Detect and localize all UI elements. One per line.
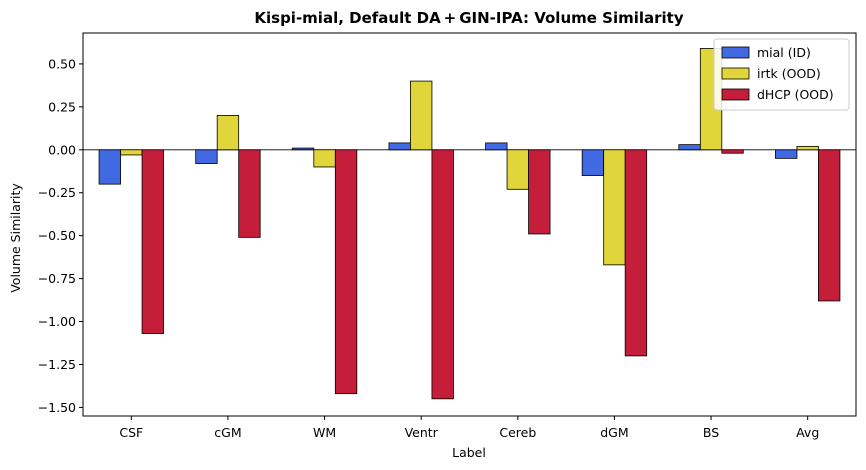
bar-wm-series-2	[313, 149, 336, 168]
bar-dgm-series-3	[624, 149, 648, 357]
x-tick-label: CSF	[119, 425, 143, 440]
y-tick-label: −0.25	[38, 185, 76, 200]
legend: mial (ID) irtk (OOD) dHCP (OOD)	[713, 38, 850, 111]
x-tick-label: Cereb	[499, 425, 536, 440]
bar-ventr-series-3	[431, 149, 454, 400]
y-tick-label: −0.50	[38, 228, 76, 243]
y-tick-label: −0.75	[38, 271, 76, 286]
bar-avg-series-2	[796, 145, 819, 151]
bar-cgm-series-2	[216, 115, 240, 151]
plot-frame	[82, 32, 857, 417]
y-tick-label: 0.50	[48, 56, 76, 71]
bar-csf-series-3	[141, 149, 164, 334]
y-tick-label: −1.50	[38, 400, 76, 415]
legend-swatch-1	[721, 46, 750, 59]
bar-avg-series-3	[818, 149, 841, 302]
x-tick-label: WM	[313, 425, 336, 440]
legend-label-2: irtk (OOD)	[757, 66, 821, 81]
x-axis: CSF cGM WM Ventr Cereb dGM BS Avg	[119, 416, 819, 440]
y-tick-label: 0.25	[48, 99, 76, 114]
legend-swatch-2	[721, 67, 750, 80]
y-tick-label: 0.00	[48, 142, 76, 157]
bar-avg-series-1	[775, 149, 798, 159]
bar-csf-series-1	[98, 149, 121, 185]
bar-wm-series-1	[291, 147, 315, 151]
legend-swatch-3	[721, 88, 750, 101]
x-axis-label: Label	[452, 445, 486, 460]
y-axis: 0.50 0.25 0.00 −0.25 −0.50 −0.75 −1.00 −1.25 −1.…	[38, 56, 83, 415]
y-tick-label: −1.25	[38, 357, 76, 372]
legend-label-1: mial (ID)	[757, 45, 811, 60]
chart-title: Kispi-mial, Default DA + GIN-IPA: Volume…	[254, 9, 683, 27]
x-tick-label: Avg	[796, 425, 819, 440]
plot-area	[82, 32, 857, 417]
bar-dgm-series-2	[603, 149, 626, 266]
bar-csf-series-2	[120, 149, 143, 156]
y-tick-label: −1.00	[38, 314, 76, 329]
x-tick-label: cGM	[214, 425, 241, 440]
legend-label-3: dHCP (OOD)	[757, 87, 834, 102]
bar-cgm-series-1	[195, 149, 218, 164]
bar-ventr-series-1	[388, 142, 411, 151]
bar-wm-series-3	[334, 149, 358, 395]
bar-cereb-series-2	[506, 149, 529, 190]
x-tick-label: Ventr	[405, 425, 439, 440]
bar-cereb-series-3	[528, 149, 551, 235]
bar-cereb-series-1	[485, 142, 508, 151]
bar-ventr-series-2	[410, 80, 433, 151]
bar-bs-series-3	[721, 149, 744, 154]
x-tick-label: dGM	[600, 425, 628, 440]
y-axis-label: Volume Similarity	[8, 183, 23, 293]
bar-dgm-series-1	[581, 149, 605, 176]
bar-cgm-series-3	[238, 149, 261, 238]
bar-bs-series-1	[678, 144, 701, 151]
x-tick-label: BS	[703, 425, 719, 440]
